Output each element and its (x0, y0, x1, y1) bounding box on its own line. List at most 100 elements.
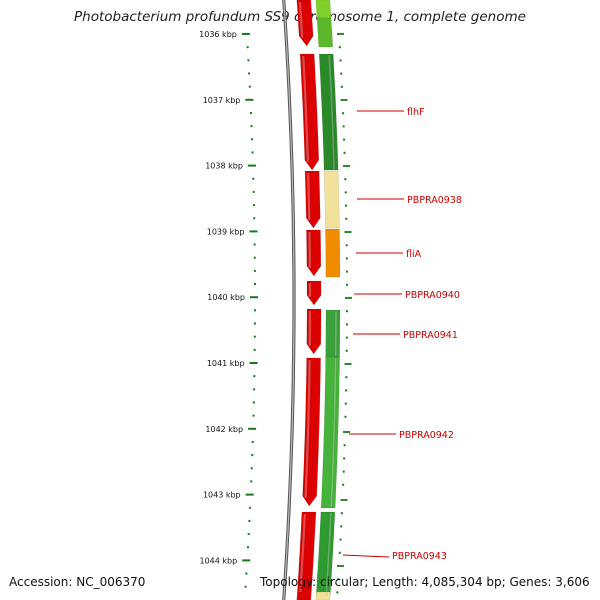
reverse-gene-top (315, 0, 332, 19)
minor-tick (250, 467, 253, 470)
minor-tick (248, 519, 251, 522)
outer-minor-tick (342, 483, 345, 486)
outer-minor-tick (338, 46, 341, 49)
reverse-gene-bottom (315, 591, 331, 600)
reverse-gene-pbpra0941 (325, 309, 341, 358)
outer-minor-tick (345, 323, 348, 326)
gene-label: PBPRA0941 (403, 330, 458, 341)
forward-gene (299, 53, 320, 171)
minor-tick (251, 151, 254, 154)
reverse-strand-features (315, 0, 341, 600)
backbone-highlight (283, 0, 295, 600)
forward-gene-sheen (301, 55, 310, 163)
outer-minor-tick (344, 402, 347, 405)
forward-gene (296, 511, 317, 600)
outer-minor-tick (343, 457, 346, 460)
minor-tick (253, 217, 256, 220)
outer-minor-tick (342, 112, 345, 115)
tick-label: 1044 kbp (200, 556, 238, 565)
minor-tick (253, 348, 256, 351)
genome-stats-text: Topology: circular; Length: 4,085,304 bp… (260, 575, 590, 589)
minor-tick (246, 46, 249, 49)
tick-label: 1036 kbp (199, 30, 237, 39)
outer-minor-tick (345, 310, 348, 313)
minor-tick (251, 454, 254, 457)
tick-label: 1039 kbp (207, 227, 245, 236)
forward-gene-sheen (298, 513, 307, 593)
forward-gene (306, 229, 322, 277)
tick-label: 1041 kbp (207, 359, 245, 368)
minor-tick (252, 401, 255, 404)
minor-tick (253, 322, 256, 325)
minor-tick (245, 572, 248, 575)
outer-minor-tick (345, 283, 348, 286)
forward-gene (306, 308, 322, 355)
minor-tick (251, 138, 254, 141)
minor-tick (253, 256, 256, 259)
outer-minor-tick (340, 525, 343, 528)
reverse-gene-stripe (324, 512, 333, 596)
outer-minor-tick (336, 591, 339, 594)
outer-minor-tick (344, 191, 347, 194)
minor-tick (248, 85, 251, 88)
gene-label: flhF (407, 107, 424, 118)
forward-gene-sheen (306, 172, 311, 221)
outer-minor-tick (340, 72, 343, 75)
outer-minor-tick (342, 470, 345, 473)
outer-minor-tick (338, 551, 341, 554)
reverse-gene-fliA (325, 228, 341, 278)
outer-minor-tick (343, 444, 346, 447)
label-leader-line (342, 554, 390, 558)
tick-label: 1042 kbp (205, 425, 243, 434)
minor-tick (253, 269, 256, 272)
accession-text: Accession: NC_006370 (9, 575, 146, 589)
outer-minor-tick (344, 178, 347, 181)
minor-tick (250, 480, 253, 483)
backbone (282, 0, 296, 600)
forward-gene-sheen (308, 282, 312, 298)
outer-minor-tick (345, 270, 348, 273)
minor-tick (249, 506, 252, 509)
forward-gene (296, 0, 314, 47)
gene-label: PBPRA0938 (407, 195, 462, 206)
tick-label: 1043 kbp (203, 491, 241, 500)
reverse-gene-stripe (327, 54, 336, 170)
forward-gene (302, 357, 321, 507)
outer-minor-tick (344, 415, 347, 418)
minor-tick (253, 243, 256, 246)
outer-minor-tick (344, 204, 347, 207)
gene-label: PBPRA0942 (399, 430, 454, 441)
outer-minor-tick (339, 538, 342, 541)
outer-minor-tick (345, 389, 348, 392)
outer-minor-tick (342, 125, 345, 128)
tick-label: 1037 kbp (203, 96, 241, 105)
minor-tick (246, 546, 249, 549)
reverse-gene-pbpra0938 (323, 170, 340, 229)
outer-minor-tick (343, 151, 346, 154)
minor-tick (247, 533, 250, 536)
minor-tick (251, 440, 254, 443)
minor-tick (252, 177, 255, 180)
outer-minor-tick (345, 257, 348, 260)
minor-tick (253, 283, 256, 286)
outer-minor-tick (340, 85, 343, 88)
reverse-gene-stripe (334, 310, 338, 357)
forward-gene (304, 170, 321, 229)
gene-label: PBPRA0940 (405, 290, 460, 301)
minor-tick (250, 125, 253, 128)
gene-labels: flhF PBPRA0938 fliA PBPRA0940 PBPRA0941 PBPRA… (342, 107, 462, 562)
reverse-gene-pbpra0942 (320, 356, 340, 509)
gene-label: fliA (406, 249, 422, 260)
minor-tick (252, 204, 255, 207)
outer-minor-tick (345, 376, 348, 379)
reverse-gene-stripe (329, 357, 337, 508)
outer-minor-tick (345, 349, 348, 352)
minor-tick (253, 375, 256, 378)
outer-minor-tick (337, 578, 340, 581)
forward-gene-sheen (303, 359, 312, 499)
minor-tick (247, 59, 250, 62)
outer-minor-tick (343, 138, 346, 141)
forward-gene (306, 280, 322, 306)
minor-tick (253, 335, 256, 338)
